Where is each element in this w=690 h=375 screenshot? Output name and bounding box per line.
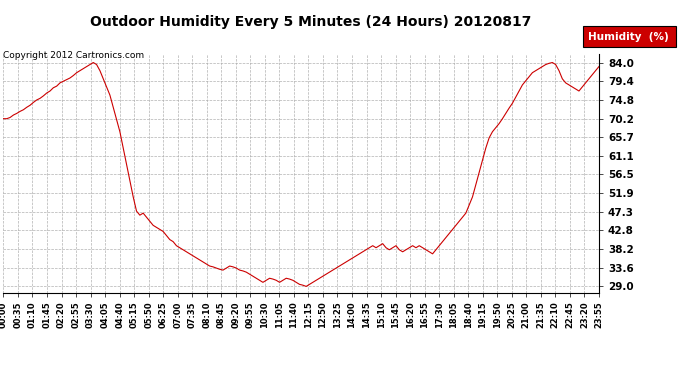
Text: Copyright 2012 Cartronics.com: Copyright 2012 Cartronics.com <box>3 51 145 60</box>
Text: Humidity  (%): Humidity (%) <box>588 32 669 42</box>
Text: Outdoor Humidity Every 5 Minutes (24 Hours) 20120817: Outdoor Humidity Every 5 Minutes (24 Hou… <box>90 15 531 29</box>
